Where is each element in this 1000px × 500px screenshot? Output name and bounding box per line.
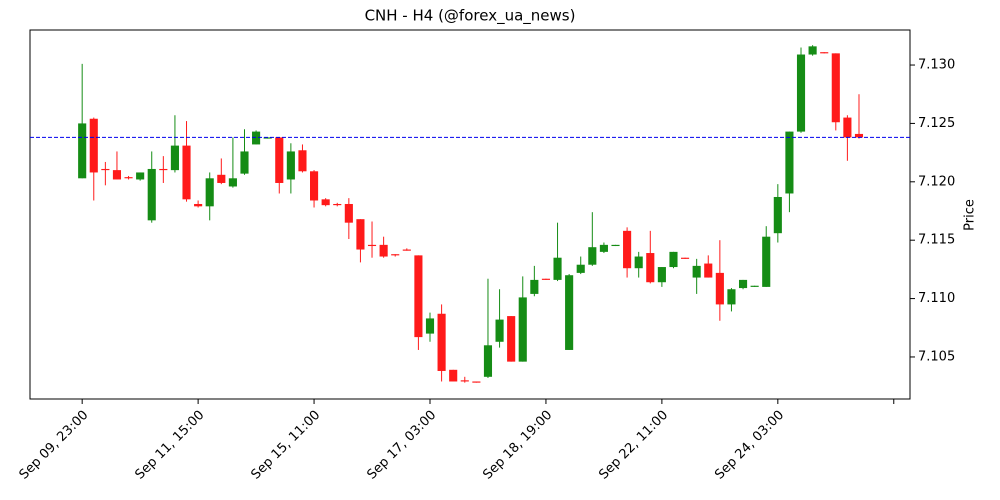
candle-body (112, 170, 122, 180)
candle-body (495, 319, 504, 342)
candle-body (391, 254, 400, 256)
candle-body (483, 345, 493, 377)
candle-body (228, 178, 237, 187)
candle-body (425, 318, 435, 334)
candle-body (170, 145, 179, 171)
chart-title: CNH - H4 (@forex_ua_news) (365, 7, 576, 26)
candle-body (344, 203, 353, 223)
y-tick-label: 7.105 (918, 349, 955, 364)
candle-body (854, 133, 864, 138)
candle-body (159, 168, 168, 171)
candle-body (692, 265, 701, 278)
candle-body (367, 244, 377, 247)
candle-body (275, 137, 284, 183)
candle-body (333, 203, 342, 206)
candle-body (263, 137, 272, 139)
x-tick-label: Sep 18, 19:00 (480, 408, 555, 483)
candle-body (194, 203, 203, 207)
candle-body (78, 123, 87, 179)
x-tick-label: Sep 11, 15:00 (133, 408, 208, 483)
candle-body (808, 46, 817, 55)
candle-body (310, 171, 319, 201)
candle-body (217, 174, 226, 183)
candle-body (124, 177, 133, 179)
candle-body (356, 219, 365, 250)
candle-body (576, 264, 585, 273)
y-tick-label: 7.120 (918, 174, 955, 189)
candle-body (507, 316, 516, 362)
x-tick-label: Sep 24, 03:00 (712, 408, 787, 483)
candle-body (449, 369, 458, 382)
candle-body (541, 278, 550, 280)
candle-body (565, 275, 574, 350)
x-tick-label: Sep 17, 03:00 (364, 408, 439, 483)
y-tick-label: 7.110 (918, 291, 955, 306)
candle-body (785, 131, 794, 194)
candle-body (599, 244, 608, 252)
candle-body (252, 131, 261, 145)
candle-body (414, 255, 423, 338)
candle-body (553, 257, 562, 280)
x-tick-label: Sep 09, 23:00 (17, 408, 92, 483)
candle-body (623, 230, 632, 269)
candle-body (681, 257, 690, 259)
candle-body (820, 52, 829, 54)
candle-body (518, 297, 527, 362)
candle-body (634, 256, 643, 269)
candle-body (796, 54, 806, 132)
candle-body (738, 279, 748, 289)
candle-body (773, 196, 782, 234)
y-tick-label: 7.130 (918, 58, 955, 73)
candle-body (240, 151, 249, 174)
candle-body (831, 53, 840, 123)
candle-body (472, 381, 481, 383)
candle-body (762, 236, 771, 287)
candle-body (136, 172, 145, 180)
candle-body (286, 151, 295, 180)
candle-body (646, 253, 655, 283)
candle-body (402, 249, 411, 251)
candle-body (147, 168, 156, 221)
plot-frame (29, 29, 911, 400)
candle-body (588, 247, 597, 265)
candle-body (182, 145, 191, 200)
y-tick-label: 7.125 (918, 116, 955, 131)
candle-body (727, 289, 736, 305)
candle-body (715, 272, 724, 305)
candle-body (101, 168, 110, 171)
candle-body (460, 380, 469, 382)
candle-body (704, 263, 713, 278)
candle-body (205, 178, 214, 207)
candle-body (657, 267, 666, 283)
candle-body (843, 117, 852, 138)
candle-body (89, 118, 98, 173)
candle-body (379, 244, 388, 257)
y-tick-label: 7.115 (918, 233, 955, 248)
y-axis-label: Price (963, 199, 978, 231)
x-tick-label: Sep 15, 11:00 (248, 408, 323, 483)
candle-body (321, 199, 330, 206)
candle-body (750, 285, 759, 287)
candle-body (669, 251, 678, 268)
candle-body (611, 244, 620, 247)
candle-body (530, 279, 539, 294)
x-tick-label: Sep 22, 11:00 (596, 408, 671, 483)
candle-body (437, 313, 446, 371)
candle-body (298, 150, 307, 172)
